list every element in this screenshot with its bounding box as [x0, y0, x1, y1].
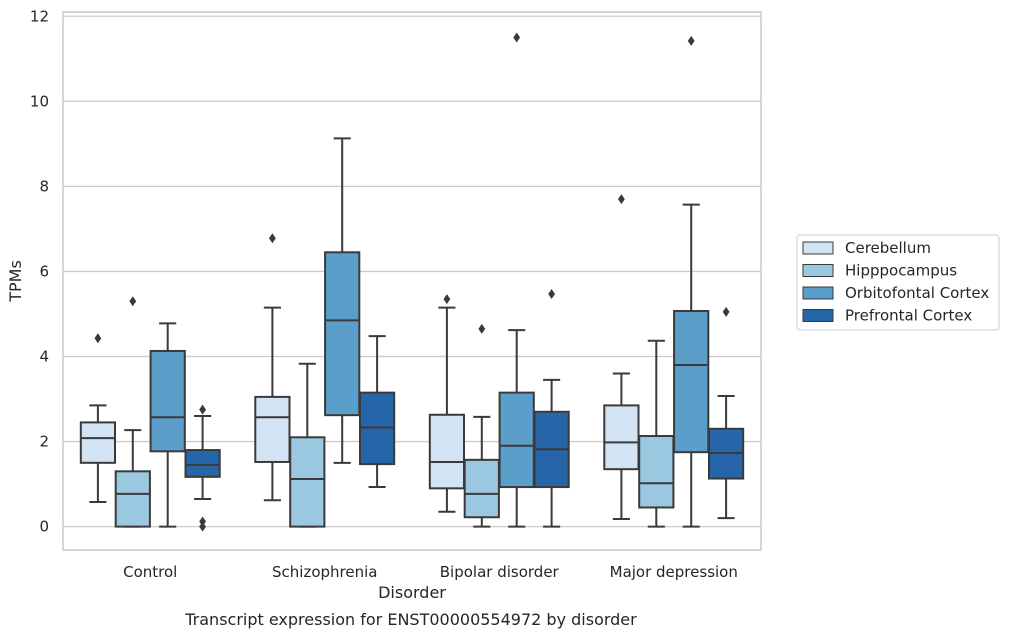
x-tick-label: Control [123, 563, 177, 581]
box [673, 309, 710, 454]
y-tick-labels: 0 2 4 6 8 10 12 [30, 7, 49, 535]
box [79, 421, 117, 464]
outlier-point [722, 306, 730, 317]
x-tick-label: Bipolar disorder [440, 563, 560, 581]
box-group [114, 296, 151, 528]
outlier-point [199, 521, 206, 532]
box-group [324, 137, 361, 464]
box-group [79, 333, 117, 503]
box [114, 470, 151, 528]
plot-area-frame [62, 11, 762, 551]
y-tick-label: 6 [39, 262, 49, 280]
legend: Cerebellum Hipppocampus Orbitofontal Corte… [796, 234, 1000, 331]
box [463, 458, 500, 519]
outlier-point [513, 32, 521, 43]
box-group [149, 322, 186, 528]
y-tick-label: 4 [39, 347, 49, 365]
box [638, 435, 675, 509]
box-group [358, 335, 396, 489]
legend-label: Cerebellum [845, 239, 931, 257]
y-tick-label: 8 [39, 177, 49, 195]
box [149, 349, 186, 453]
y-axis-label: TPMs [6, 260, 25, 303]
outlier-point [618, 194, 625, 205]
legend-swatch [802, 264, 834, 277]
y-tick-label: 0 [39, 518, 49, 536]
legend-swatch [802, 286, 834, 300]
outlier-point [129, 296, 137, 307]
outlier-point [443, 294, 451, 305]
y-tick-label: 10 [30, 92, 49, 110]
legend-label: Orbitofontal Cortex [845, 284, 989, 302]
outlier-point [269, 233, 276, 244]
x-tick-label: Schizophrenia [272, 563, 377, 581]
outlier-point [548, 288, 555, 299]
chart-caption: Transcript expression for ENST0000055497… [184, 610, 637, 629]
box-group [254, 233, 291, 502]
box [254, 395, 291, 463]
legend-swatch [802, 309, 834, 322]
x-axis-label: Disorder [378, 583, 446, 602]
box [324, 251, 361, 417]
box-group [184, 404, 221, 532]
box-group [673, 35, 710, 528]
outlier-point [199, 516, 206, 527]
y-tick-label: 2 [39, 433, 49, 451]
box [184, 449, 221, 478]
box-group [707, 306, 745, 520]
x-tick-label: Major depression [610, 563, 738, 581]
box [498, 391, 535, 489]
box-group [428, 294, 466, 513]
legend-frame [796, 234, 1000, 331]
outlier-point [478, 323, 486, 334]
box [428, 413, 466, 490]
legend-label: Hipppocampus [845, 262, 957, 280]
legend-swatch [802, 241, 834, 255]
box-group [603, 194, 640, 520]
box-group [289, 362, 326, 528]
outlier-point [94, 333, 102, 344]
outlier-point [199, 404, 206, 415]
box [289, 436, 326, 528]
box-group [533, 288, 570, 528]
box-group [463, 323, 500, 528]
y-tick-label: 12 [30, 7, 49, 25]
box [603, 404, 640, 471]
boxes [79, 32, 745, 532]
legend-label: Prefrontal Cortex [845, 307, 972, 325]
box-group [638, 339, 675, 528]
x-tick-labels: Control Schizophrenia Bipolar disorder Majo… [123, 563, 738, 581]
outlier-point [687, 35, 695, 46]
box-group [498, 32, 535, 528]
